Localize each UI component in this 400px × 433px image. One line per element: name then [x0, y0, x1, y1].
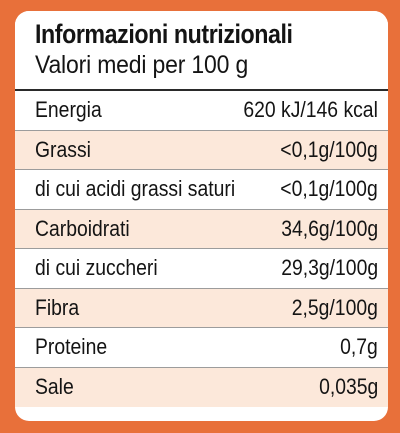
nutrition-title: Informazioni nutrizionali: [35, 19, 293, 49]
nutrient-name: di cui acidi grassi saturi: [35, 176, 236, 202]
nutrition-row-fibre: Fibra 2,5g/100g: [15, 288, 388, 328]
nutrient-value: 34,6g/100g: [281, 215, 378, 241]
nutrient-value: 2,5g/100g: [291, 294, 378, 320]
nutrient-value: 0,7g: [340, 334, 378, 360]
nutrition-row-salt: Sale 0,035g: [15, 367, 388, 407]
nutrition-label-panel: Informazioni nutrizionali Valori medi pe…: [15, 11, 388, 421]
nutrient-value: 620 kJ/146 kcal: [243, 97, 378, 123]
nutrient-value: 0,035g: [318, 374, 378, 400]
nutrition-row-energy: Energia 620 kJ/146 kcal: [15, 91, 388, 131]
nutrition-row-saturated-fat: di cui acidi grassi saturi <0,1g/100g: [15, 170, 388, 210]
nutrition-header: Informazioni nutrizionali Valori medi pe…: [15, 11, 388, 91]
nutrient-value: <0,1g/100g: [280, 136, 378, 162]
nutrient-name: Carboidrati: [35, 215, 130, 241]
nutrient-name: Fibra: [35, 294, 80, 320]
nutrition-row-protein: Proteine 0,7g: [15, 328, 388, 368]
nutrient-name: Energia: [35, 97, 102, 123]
nutrition-subtitle: Valori medi per 100 g: [35, 51, 249, 79]
nutrient-value: <0,1g/100g: [280, 176, 378, 202]
nutrient-name: Sale: [35, 374, 74, 400]
nutrient-name: Proteine: [35, 334, 108, 360]
nutrition-row-fat: Grassi <0,1g/100g: [15, 130, 388, 170]
nutrient-value: 29,3g/100g: [281, 255, 378, 281]
nutrition-row-sugars: di cui zuccheri 29,3g/100g: [15, 249, 388, 289]
nutrient-name: di cui zuccheri: [35, 255, 158, 281]
nutrition-table: Energia 620 kJ/146 kcal Grassi <0,1g/100…: [15, 91, 388, 407]
nutrient-name: Grassi: [35, 136, 91, 162]
nutrition-row-carbohydrates: Carboidrati 34,6g/100g: [15, 209, 388, 249]
